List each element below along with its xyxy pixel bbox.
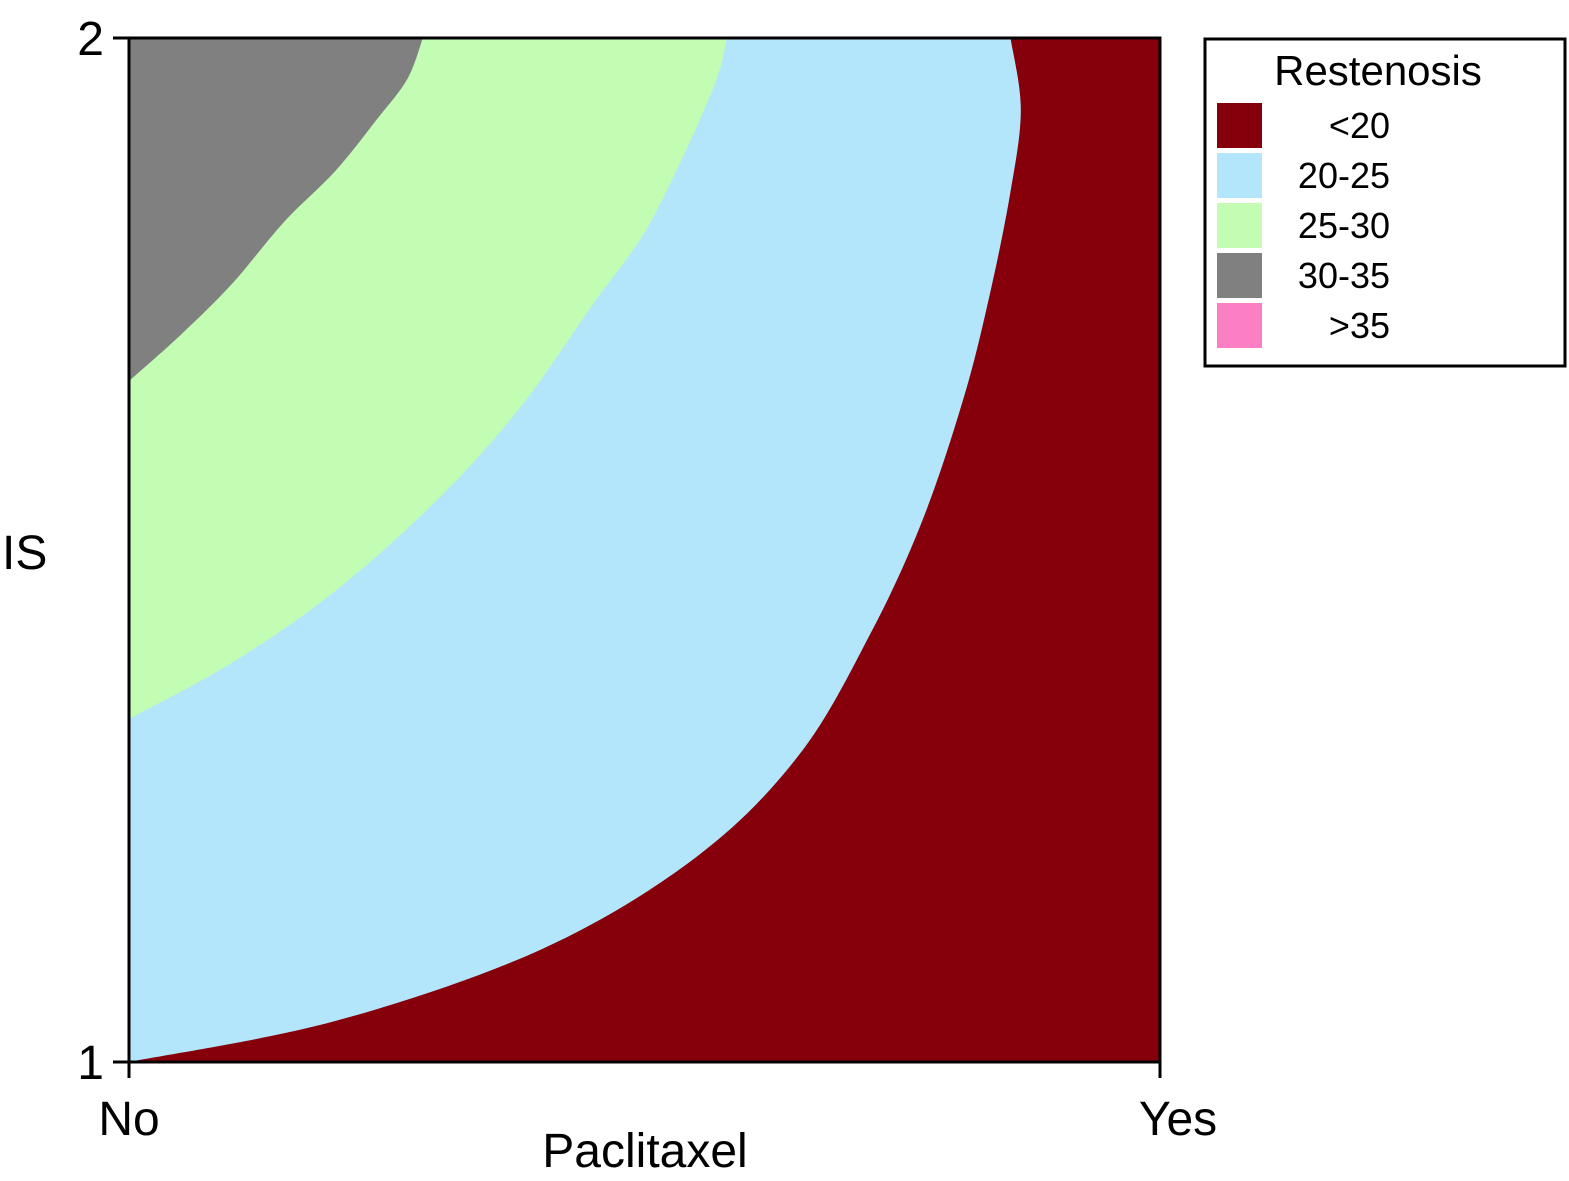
x-tick-label-yes: Yes xyxy=(1139,1093,1217,1146)
legend-label-1: 20-25 xyxy=(1298,155,1390,196)
legend-frame xyxy=(1203,37,1567,368)
legend-label-4: >35 xyxy=(1329,305,1390,346)
legend-label-2: 25-30 xyxy=(1298,205,1390,246)
plot-frame xyxy=(127,36,1162,1064)
legend-swatch-4 xyxy=(1217,303,1262,348)
y-axis-title: IS xyxy=(2,527,47,580)
legend-swatch-0 xyxy=(1217,103,1262,148)
legend-swatch-3 xyxy=(1217,253,1262,298)
plot-area xyxy=(129,38,1160,1062)
y-tick-label-2: 2 xyxy=(77,13,104,66)
y-tick-label-1: 1 xyxy=(77,1037,104,1090)
band-lt-20 xyxy=(129,38,1160,1062)
legend: Restenosis <20 20-25 25-30 30-35 >35 xyxy=(1203,37,1567,368)
axes xyxy=(113,36,1162,1078)
legend-label-3: 30-35 xyxy=(1298,255,1390,296)
legend-title: Restenosis xyxy=(1274,47,1482,94)
legend-label-0: <20 xyxy=(1329,105,1390,146)
legend-swatch-2 xyxy=(1217,203,1262,248)
x-axis-title: Paclitaxel xyxy=(542,1125,747,1178)
x-tick-label-no: No xyxy=(98,1093,159,1146)
legend-swatch-1 xyxy=(1217,153,1262,198)
